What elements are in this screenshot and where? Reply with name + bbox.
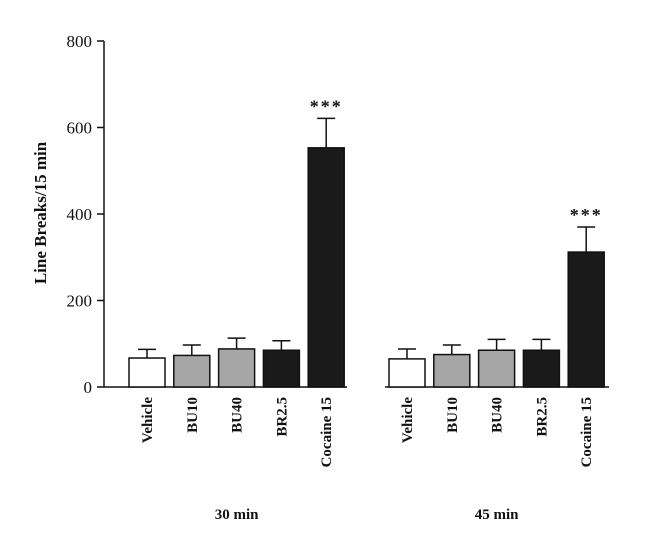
- y-axis-title: Line Breaks/15 min: [31, 141, 50, 284]
- x-tick-label: Vehicle: [400, 397, 416, 443]
- bar: [433, 353, 471, 388]
- significance-label: ***: [570, 205, 603, 225]
- group-label: 30 min: [215, 507, 259, 523]
- bar: [217, 348, 256, 388]
- bar: [262, 349, 301, 388]
- bar: [522, 349, 561, 388]
- x-tick-label: Cocaine 15: [319, 397, 335, 467]
- y-axis: 0 200 400 600 800: [67, 32, 105, 397]
- group-label: 45 min: [475, 507, 519, 523]
- bar: [388, 358, 426, 388]
- bar: [567, 251, 605, 388]
- y-tick-label: 200: [67, 292, 93, 311]
- group-labels: 30 min 45 min: [215, 507, 519, 523]
- x-tick-label: BR2.5: [534, 397, 550, 437]
- bar: [173, 354, 211, 388]
- y-tick-label: 400: [67, 205, 93, 224]
- x-tick-label: BR2.5: [274, 397, 290, 437]
- x-tick-label: BU10: [185, 397, 201, 433]
- significance-label: ***: [310, 96, 343, 116]
- x-tick-label: BU10: [445, 397, 461, 433]
- y-tick-label: 0: [84, 378, 93, 397]
- bars: *** ***: [128, 96, 605, 388]
- x-tick-label: Vehicle: [140, 397, 156, 443]
- y-tick-label: 600: [67, 119, 93, 138]
- bar: [477, 349, 516, 388]
- x-tick-label: Cocaine 15: [579, 397, 595, 467]
- category-labels: Vehicle BU10 BU40 BR2.5 Cocaine 15 Vehicle BU1…: [140, 397, 595, 468]
- bar: [307, 147, 345, 388]
- y-tick-label: 800: [67, 32, 93, 51]
- x-tick-label: BU40: [490, 397, 506, 433]
- x-tick-label: BU40: [230, 397, 246, 433]
- bar: [128, 357, 166, 388]
